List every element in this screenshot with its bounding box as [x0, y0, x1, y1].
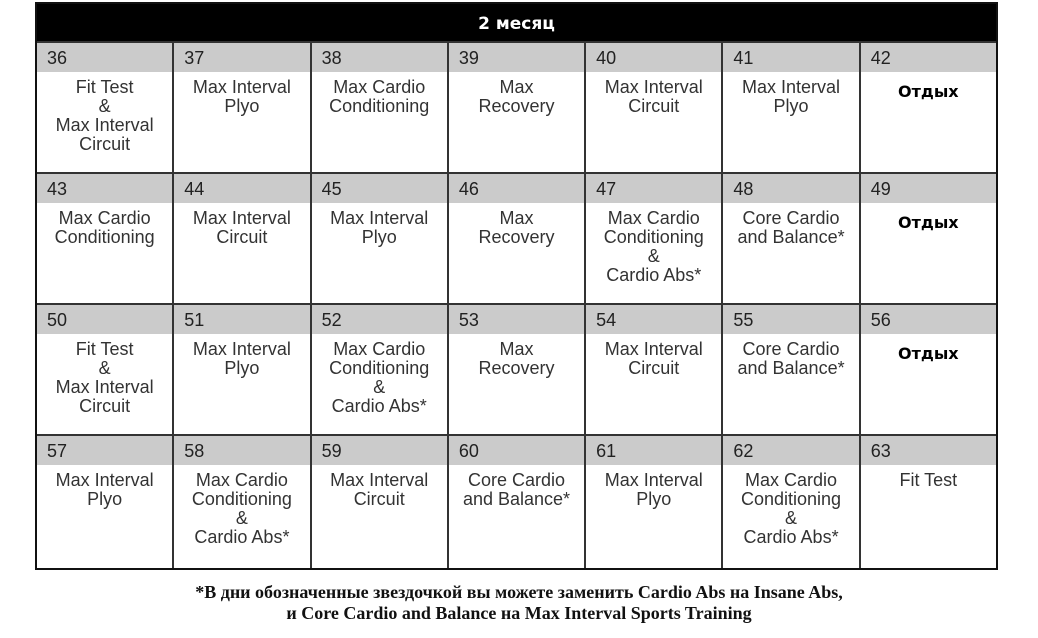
day-cell: 45 Max Interval Plyo — [309, 174, 447, 303]
workout-label: Max Interval Circuit — [330, 470, 429, 509]
workout-label: Max Interval Plyo — [55, 470, 154, 509]
day-cell: 44 Max Interval Circuit — [172, 174, 310, 303]
workout-label: Max Interval Plyo — [742, 77, 841, 116]
workout-label: Max Cardio Conditioning & Cardio Abs* — [603, 208, 704, 285]
day-number: 49 — [860, 174, 996, 203]
day-number: 56 — [860, 305, 996, 334]
day-number: 44 — [174, 174, 310, 203]
day-cell: 57 Max Interval Plyo — [37, 436, 173, 568]
workout-label: Max Interval Plyo — [192, 339, 291, 378]
footnote: *В дни обозначенные звездочкой вы можете… — [0, 582, 1038, 624]
day-cell: 39 Max Recovery — [446, 43, 585, 172]
day-number: 43 — [37, 174, 173, 203]
schedule-table: 2 месяц 36 Fit Test & Max Interval Circui… — [35, 2, 998, 570]
footnote-line-1: *В дни обозначенные звездочкой вы можете… — [195, 582, 843, 602]
day-cell: 47 Max Cardio Conditioning & Cardio Abs* — [584, 174, 722, 303]
day-cell: 54 Max Interval Circuit — [584, 305, 722, 434]
day-number: 60 — [448, 436, 585, 465]
day-cell: 58 Max Cardio Conditioning & Cardio Abs* — [172, 436, 310, 568]
workout-label: Core Cardio and Balance* — [462, 470, 571, 509]
workout-label: Max Interval Plyo — [192, 77, 291, 116]
workout-label: Max Cardio Conditioning & Cardio Abs* — [191, 470, 292, 547]
workout-label: Max Interval Circuit — [192, 208, 291, 247]
workout-label: Max Cardio Conditioning & Cardio Abs* — [741, 470, 842, 547]
workout-label: Max Recovery — [478, 77, 555, 116]
day-number: 42 — [860, 43, 996, 72]
day-cell: 53 Max Recovery — [446, 305, 585, 434]
day-number: 48 — [723, 174, 859, 203]
day-cell: 36 Fit Test & Max Interval Circuit — [37, 43, 173, 172]
day-cell: 61 Max Interval Plyo — [584, 436, 722, 568]
day-number: 57 — [37, 436, 173, 465]
day-cell: 42 Отдых — [858, 43, 996, 172]
rest-day-label: Отдых — [898, 344, 959, 363]
rest-day-label: Отдых — [898, 213, 959, 232]
rest-day-label: Отдых — [898, 82, 959, 101]
day-number: 54 — [586, 305, 722, 334]
day-cell: 50 Fit Test & Max Interval Circuit — [37, 305, 173, 434]
week-row: 50 Fit Test & Max Interval Circuit 51 Max I… — [37, 303, 996, 434]
day-number: 41 — [723, 43, 859, 72]
workout-label: Max Interval Plyo — [604, 470, 703, 509]
day-number: 36 — [37, 43, 173, 72]
day-cell: 40 Max Interval Circuit — [584, 43, 722, 172]
workout-label: Max Recovery — [478, 208, 555, 247]
workout-label: Max Recovery — [478, 339, 555, 378]
day-cell: 43 Max Cardio Conditioning — [37, 174, 173, 303]
day-number: 46 — [448, 174, 585, 203]
workout-label: Max Cardio Conditioning — [329, 77, 430, 116]
month-title: 2 месяц — [37, 4, 996, 41]
day-number: 62 — [723, 436, 859, 465]
workout-label: Fit Test & Max Interval Circuit — [55, 77, 154, 154]
day-number: 53 — [448, 305, 585, 334]
workout-label: Max Interval Circuit — [604, 77, 703, 116]
footnote-line-2: и Core Cardio and Balance на Max Interva… — [286, 603, 752, 623]
day-number: 58 — [174, 436, 310, 465]
week-row: 57 Max Interval Plyo 58 Max Cardio Conditio… — [37, 434, 996, 568]
day-cell: 41 Max Interval Plyo — [721, 43, 859, 172]
day-cell: 60 Core Cardio and Balance* — [446, 436, 585, 568]
workout-label: Max Interval Circuit — [604, 339, 703, 378]
day-cell: 48 Core Cardio and Balance* — [721, 174, 859, 303]
week-row: 36 Fit Test & Max Interval Circuit 37 Max I… — [37, 41, 996, 172]
day-number: 39 — [448, 43, 585, 72]
day-number: 45 — [311, 174, 447, 203]
workout-label: Fit Test — [899, 470, 958, 490]
workout-label: Max Cardio Conditioning — [54, 208, 155, 247]
day-number: 47 — [586, 174, 722, 203]
workout-label: Fit Test & Max Interval Circuit — [55, 339, 154, 416]
day-number: 61 — [586, 436, 722, 465]
day-cell: 52 Max Cardio Conditioning & Cardio Abs* — [309, 305, 447, 434]
week-row: 43 Max Cardio Conditioning 44 Max Interval … — [37, 172, 996, 303]
day-cell: 55 Core Cardio and Balance* — [721, 305, 859, 434]
day-cell: 38 Max Cardio Conditioning — [309, 43, 447, 172]
day-number: 38 — [311, 43, 447, 72]
day-number: 55 — [723, 305, 859, 334]
workout-label: Max Cardio Conditioning & Cardio Abs* — [329, 339, 430, 416]
day-number: 40 — [586, 43, 722, 72]
schedule-body: 36 Fit Test & Max Interval Circuit 37 Max I… — [37, 41, 996, 568]
day-cell: 37 Max Interval Plyo — [172, 43, 310, 172]
day-cell: 62 Max Cardio Conditioning & Cardio Abs* — [721, 436, 859, 568]
day-number: 51 — [174, 305, 310, 334]
day-number: 63 — [860, 436, 996, 465]
day-number: 37 — [174, 43, 310, 72]
day-cell: 46 Max Recovery — [446, 174, 585, 303]
day-cell: 49 Отдых — [858, 174, 996, 303]
day-cell: 59 Max Interval Circuit — [309, 436, 447, 568]
day-number: 59 — [311, 436, 447, 465]
workout-label: Max Interval Plyo — [330, 208, 429, 247]
day-cell: 56 Отдых — [858, 305, 996, 434]
workout-label: Core Cardio and Balance* — [737, 339, 845, 378]
day-number: 50 — [37, 305, 173, 334]
day-cell: 63 Fit Test — [858, 436, 996, 568]
workout-label: Core Cardio and Balance* — [737, 208, 845, 247]
day-cell: 51 Max Interval Plyo — [172, 305, 310, 434]
day-number: 52 — [311, 305, 447, 334]
